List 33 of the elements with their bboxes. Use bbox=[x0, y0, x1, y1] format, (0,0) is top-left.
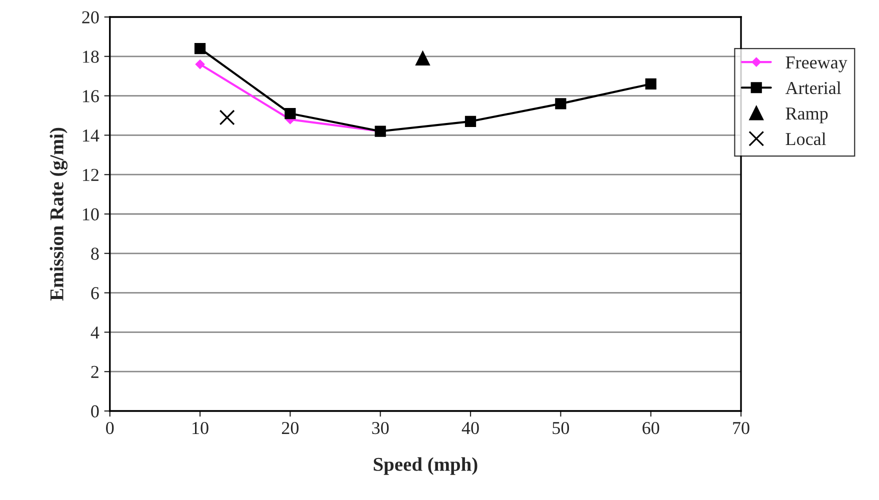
point bbox=[555, 98, 566, 110]
y-tick-label: 12 bbox=[82, 168, 98, 181]
y-tick-label: 10 bbox=[82, 208, 99, 220]
y-tick-label: 14 bbox=[82, 130, 100, 142]
x-tick-label: 70 bbox=[733, 422, 750, 434]
y-axis-title: Emission Rate (g/mi) bbox=[50, 128, 68, 301]
point bbox=[416, 51, 430, 66]
x-tick-label: 0 bbox=[106, 422, 114, 434]
x-tick-label: 20 bbox=[282, 422, 299, 434]
point bbox=[464, 116, 476, 127]
y-tick-label: 20 bbox=[82, 11, 99, 24]
point bbox=[219, 110, 235, 126]
point bbox=[195, 60, 205, 69]
legend-label: Freeway bbox=[786, 56, 848, 72]
x-tick-label: 30 bbox=[372, 422, 389, 434]
point bbox=[194, 42, 206, 54]
y-tick-label: 16 bbox=[82, 90, 99, 102]
y-tick-label: 18 bbox=[82, 50, 99, 63]
legend-label: Local bbox=[786, 132, 826, 146]
y-tick-label: 8 bbox=[91, 248, 99, 260]
y-tick-label: 2 bbox=[91, 366, 98, 378]
y-tick-label: 4 bbox=[90, 326, 100, 338]
legend-label: Arterial bbox=[785, 81, 842, 94]
x-tick-label: 40 bbox=[462, 422, 479, 434]
x-tick-label: 60 bbox=[642, 422, 660, 434]
point bbox=[284, 108, 296, 120]
x-axis-title: Speed (mph) bbox=[374, 457, 478, 475]
y-tick-label: 6 bbox=[91, 287, 99, 300]
y-tick-label: 0 bbox=[91, 405, 99, 418]
x-tick-label: 50 bbox=[552, 422, 570, 434]
x-tick-label: 10 bbox=[192, 422, 208, 434]
point bbox=[645, 78, 656, 90]
legend-label: Ramp bbox=[786, 108, 828, 124]
